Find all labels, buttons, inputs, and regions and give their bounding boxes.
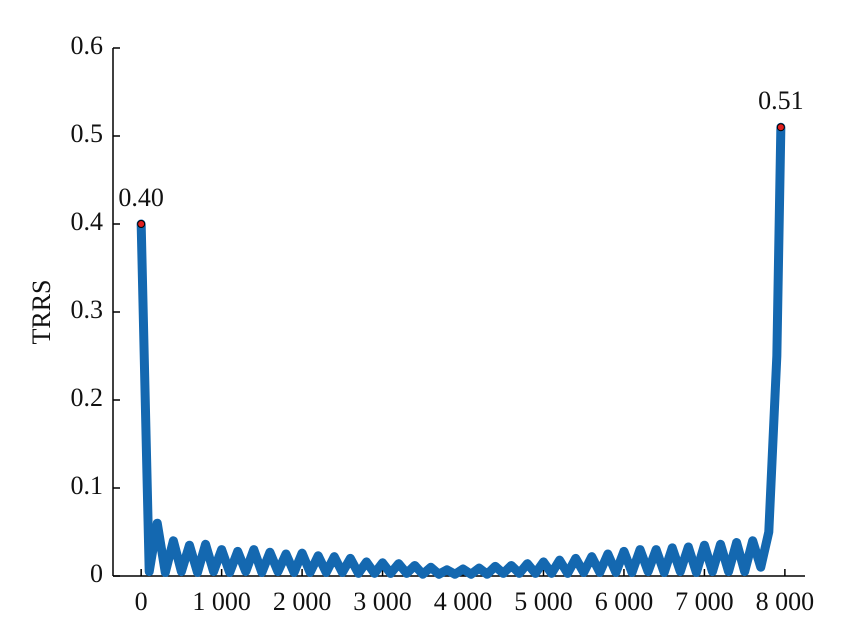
y-tick-label: 0.5	[71, 119, 104, 148]
peak-label: 0.51	[758, 86, 804, 115]
y-tick-label: 0.6	[71, 31, 104, 60]
y-tick-label: 0.3	[71, 295, 104, 324]
x-tick-label: 5 000	[514, 587, 573, 616]
x-tick-label: 7 000	[675, 587, 734, 616]
y-tick-label: 0.2	[71, 383, 104, 412]
y-axis-label: TRRS	[27, 279, 56, 344]
peak-label: 0.40	[118, 183, 164, 212]
x-tick-label: 6 000	[595, 587, 654, 616]
x-tick-label: 8 000	[756, 587, 815, 616]
y-tick-label: 0.4	[71, 207, 104, 236]
data-line	[136, 122, 786, 579]
x-tick-label: 3 000	[353, 587, 412, 616]
peak-marker	[776, 123, 785, 132]
x-tick-label: 2 000	[273, 587, 332, 616]
y-tick-label: 0	[90, 559, 103, 588]
x-tick-label: 4 000	[434, 587, 493, 616]
x-tick-label: 0	[135, 587, 148, 616]
y-tick-label: 0.1	[71, 471, 104, 500]
x-tick-label: 1 000	[192, 587, 251, 616]
peak-marker	[137, 220, 146, 228]
